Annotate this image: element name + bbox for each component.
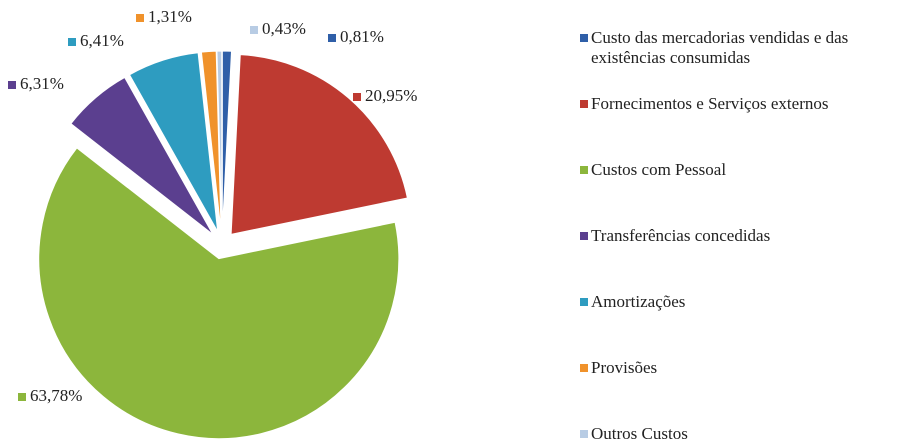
legend-swatch — [580, 364, 588, 372]
label-marker — [68, 38, 76, 46]
label-marker — [8, 81, 16, 89]
legend-swatch — [580, 100, 588, 108]
legend-item: Custo das mercadorias vendidas e das exi… — [580, 28, 900, 68]
legend-swatch — [580, 34, 588, 42]
legend-label: Amortizações — [591, 292, 686, 311]
data-label: 1,31% — [148, 7, 192, 26]
label-marker — [18, 393, 26, 401]
legend-label: Custos com Pessoal — [591, 160, 727, 179]
pie-slice — [221, 50, 233, 232]
data-label: 6,41% — [80, 31, 124, 50]
data-label: 6,31% — [20, 74, 64, 93]
label-marker — [136, 14, 144, 22]
legend-label: Outros Custos — [591, 424, 688, 440]
legend-label: Provisões — [591, 358, 658, 377]
legend-label: Fornecimentos e Serviços externos — [591, 94, 829, 113]
pie-slice — [128, 52, 219, 232]
label-marker — [250, 26, 258, 34]
legend-swatch — [580, 430, 588, 438]
legend-swatch — [580, 166, 588, 174]
label-marker — [353, 93, 361, 101]
pie-area: 0,81% 20,95% 63,78% 6,31% 6,41% 1,31% 0,43% — [8, 7, 417, 440]
data-label: 0,43% — [262, 19, 306, 38]
legend-item: Provisões — [580, 358, 900, 378]
pie-slice — [38, 147, 400, 440]
label-marker — [328, 34, 336, 42]
legend-item: Outros Custos — [580, 424, 900, 440]
legend-item: Fornecimentos e Serviços externos — [580, 94, 900, 114]
pie-slice — [200, 50, 222, 232]
data-label: 63,78% — [30, 386, 82, 405]
legend-label: Transferências concedidas — [591, 226, 771, 245]
data-label: 20,95% — [365, 86, 417, 105]
legend-item: Transferências concedidas — [580, 226, 900, 246]
pie-slice — [216, 50, 223, 232]
pie-slice — [70, 76, 214, 235]
legend-item: Amortizações — [580, 292, 900, 312]
data-label: 0,81% — [340, 27, 384, 46]
legend-item: Custos com Pessoal — [580, 160, 900, 180]
pie-slice — [230, 54, 408, 235]
legend-swatch — [580, 232, 588, 240]
legend-label: Custo das mercadorias vendidas e das exi… — [591, 28, 849, 67]
legend-swatch — [580, 298, 588, 306]
